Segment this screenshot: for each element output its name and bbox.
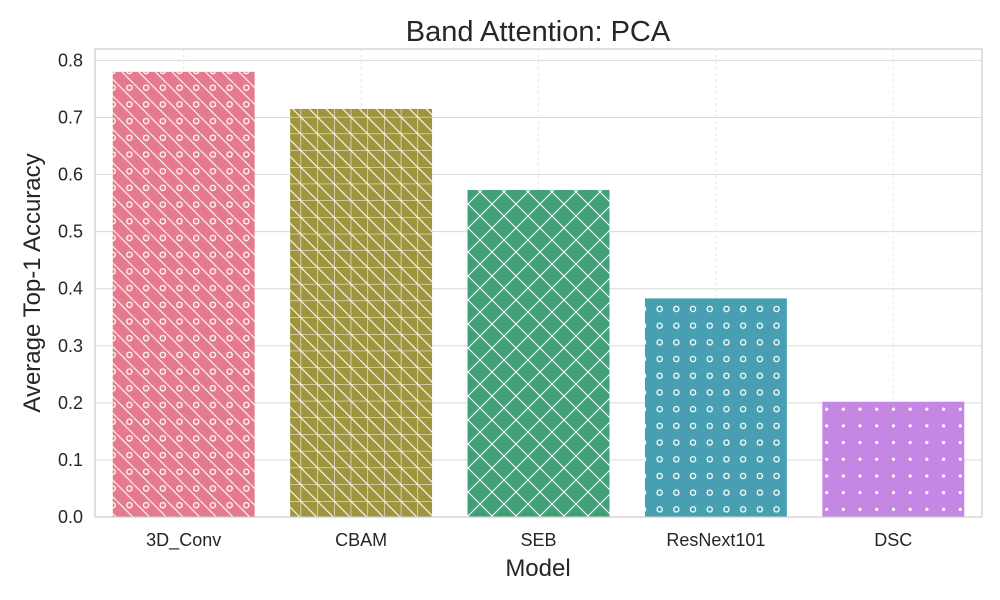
x-tick-label: CBAM bbox=[335, 530, 387, 550]
y-axis-title: Average Top-1 Accuracy bbox=[19, 153, 46, 412]
bar-resnext101 bbox=[644, 298, 787, 517]
y-tick-label: 0.2 bbox=[58, 393, 83, 413]
bar-cbam bbox=[290, 108, 433, 518]
x-tick-label: ResNext101 bbox=[666, 530, 765, 550]
chart-title: Band Attention: PCA bbox=[406, 16, 671, 48]
bar-dsc bbox=[822, 401, 965, 517]
y-tick-label: 0.4 bbox=[58, 279, 83, 299]
bar-seb bbox=[467, 189, 610, 517]
y-tick-label: 0.5 bbox=[58, 222, 83, 242]
x-tick-label: DSC bbox=[874, 530, 912, 550]
x-tick-label: 3D_Conv bbox=[146, 530, 221, 551]
x-tick-label: SEB bbox=[520, 530, 556, 550]
y-tick-label: 0.7 bbox=[58, 107, 83, 127]
y-tick-label: 0.6 bbox=[58, 165, 83, 185]
y-tick-label: 0.1 bbox=[58, 450, 83, 470]
y-tick-label: 0.0 bbox=[58, 507, 83, 527]
plot-area-frame bbox=[94, 48, 983, 518]
bar-3d-conv bbox=[112, 71, 255, 517]
y-tick-label: 0.8 bbox=[58, 50, 83, 70]
y-tick-label: 0.3 bbox=[58, 336, 83, 356]
x-axis-title: Model bbox=[505, 555, 570, 582]
